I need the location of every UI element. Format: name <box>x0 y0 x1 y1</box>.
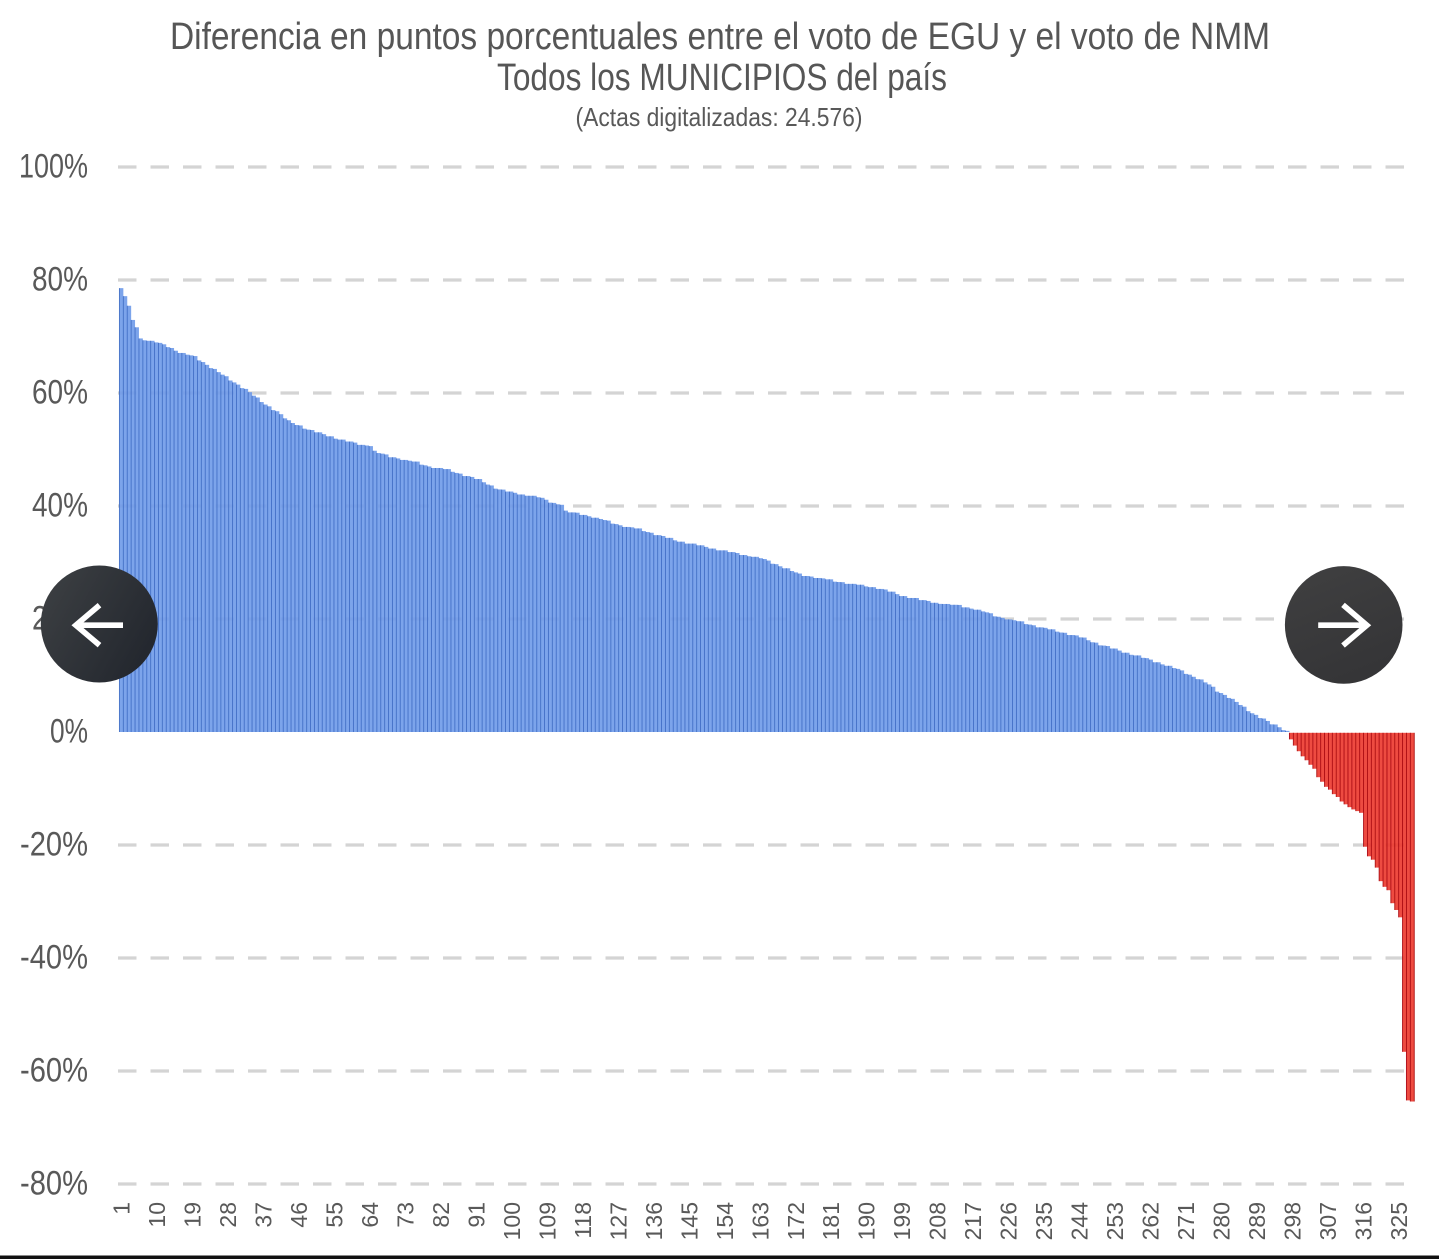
svg-text:1: 1 <box>109 1202 135 1215</box>
svg-text:Todos los MUNICIPIOS del país: Todos los MUNICIPIOS del país <box>497 57 947 99</box>
svg-text:55: 55 <box>321 1202 347 1228</box>
svg-text:262: 262 <box>1138 1202 1164 1240</box>
svg-text:316: 316 <box>1351 1202 1377 1240</box>
svg-text:-20%: -20% <box>20 826 88 864</box>
svg-text:280: 280 <box>1209 1202 1235 1240</box>
svg-text:-40%: -40% <box>20 939 88 977</box>
svg-text:298: 298 <box>1280 1202 1306 1240</box>
svg-text:208: 208 <box>925 1202 951 1240</box>
svg-text:163: 163 <box>747 1202 773 1240</box>
svg-text:136: 136 <box>641 1202 667 1240</box>
svg-text:226: 226 <box>996 1202 1022 1240</box>
svg-text:100%: 100% <box>19 148 88 186</box>
svg-text:0%: 0% <box>50 713 88 751</box>
svg-text:-60%: -60% <box>20 1052 88 1090</box>
svg-text:154: 154 <box>712 1202 738 1241</box>
svg-text:127: 127 <box>605 1202 631 1240</box>
svg-text:19: 19 <box>179 1202 205 1228</box>
svg-text:289: 289 <box>1244 1202 1270 1240</box>
svg-text:37: 37 <box>250 1202 276 1228</box>
svg-text:60%: 60% <box>32 374 88 412</box>
svg-text:40%: 40% <box>32 487 88 525</box>
svg-text:271: 271 <box>1173 1202 1199 1240</box>
svg-text:46: 46 <box>286 1202 312 1228</box>
svg-text:(Actas digitalizadas: 24.576): (Actas digitalizadas: 24.576) <box>576 102 863 132</box>
svg-text:-80%: -80% <box>20 1165 88 1203</box>
svg-text:118: 118 <box>570 1202 596 1239</box>
svg-text:82: 82 <box>428 1202 454 1228</box>
svg-text:235: 235 <box>1031 1202 1057 1240</box>
svg-text:109: 109 <box>534 1202 560 1240</box>
svg-text:28: 28 <box>215 1202 241 1228</box>
svg-text:73: 73 <box>392 1202 418 1228</box>
svg-text:91: 91 <box>463 1202 489 1228</box>
svg-text:325: 325 <box>1386 1202 1412 1240</box>
svg-text:244: 244 <box>1067 1202 1093 1241</box>
svg-text:181: 181 <box>818 1202 844 1240</box>
svg-text:Diferencia en puntos porcentua: Diferencia en puntos porcentuales entre … <box>170 16 1270 58</box>
svg-text:172: 172 <box>783 1202 809 1240</box>
svg-text:145: 145 <box>676 1202 702 1240</box>
svg-text:190: 190 <box>854 1202 880 1240</box>
svg-text:217: 217 <box>960 1202 986 1240</box>
svg-text:64: 64 <box>357 1202 383 1228</box>
svg-text:80%: 80% <box>32 261 88 299</box>
svg-text:100: 100 <box>499 1202 525 1240</box>
svg-text:307: 307 <box>1315 1202 1341 1240</box>
svg-text:253: 253 <box>1102 1202 1128 1240</box>
svg-text:10: 10 <box>144 1202 170 1228</box>
svg-text:199: 199 <box>889 1202 915 1240</box>
